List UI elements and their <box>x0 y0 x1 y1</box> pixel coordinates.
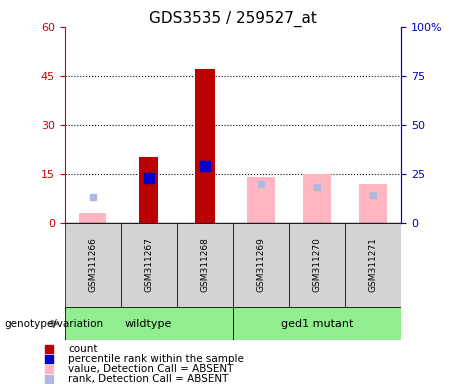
Bar <box>247 177 275 223</box>
Text: GSM311268: GSM311268 <box>200 238 209 292</box>
Bar <box>233 307 401 340</box>
Bar <box>303 174 331 223</box>
Text: percentile rank within the sample: percentile rank within the sample <box>68 354 244 364</box>
Bar <box>233 223 289 307</box>
Bar <box>359 184 387 223</box>
Bar <box>289 223 345 307</box>
Text: rank, Detection Call = ABSENT: rank, Detection Call = ABSENT <box>68 374 229 384</box>
Bar <box>65 223 121 307</box>
Text: GSM311267: GSM311267 <box>144 238 153 292</box>
Bar <box>139 157 159 223</box>
Bar <box>195 70 214 223</box>
Title: GDS3535 / 259527_at: GDS3535 / 259527_at <box>149 11 317 27</box>
Text: wildtype: wildtype <box>125 318 172 329</box>
Text: GSM311269: GSM311269 <box>256 238 266 292</box>
Text: count: count <box>68 344 98 354</box>
Text: value, Detection Call = ABSENT: value, Detection Call = ABSENT <box>68 364 234 374</box>
Text: GSM311270: GSM311270 <box>313 238 321 292</box>
Bar <box>65 307 233 340</box>
Text: GSM311266: GSM311266 <box>88 238 97 292</box>
Bar <box>345 223 401 307</box>
Bar <box>121 223 177 307</box>
Text: GSM311271: GSM311271 <box>368 238 378 292</box>
Bar <box>177 223 233 307</box>
Text: genotype/variation: genotype/variation <box>5 318 104 329</box>
Text: ged1 mutant: ged1 mutant <box>281 318 353 329</box>
Bar <box>79 213 106 223</box>
